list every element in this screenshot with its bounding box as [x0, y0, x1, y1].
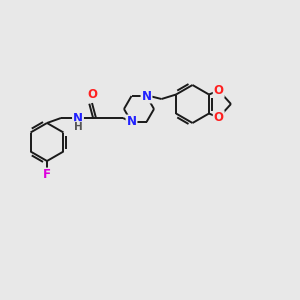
- Text: O: O: [87, 88, 97, 101]
- Text: O: O: [214, 111, 224, 124]
- Text: F: F: [43, 169, 51, 182]
- Text: N: N: [142, 89, 152, 103]
- Text: N: N: [127, 116, 136, 128]
- Text: N: N: [73, 112, 83, 124]
- Text: O: O: [214, 84, 224, 97]
- Text: H: H: [74, 122, 82, 132]
